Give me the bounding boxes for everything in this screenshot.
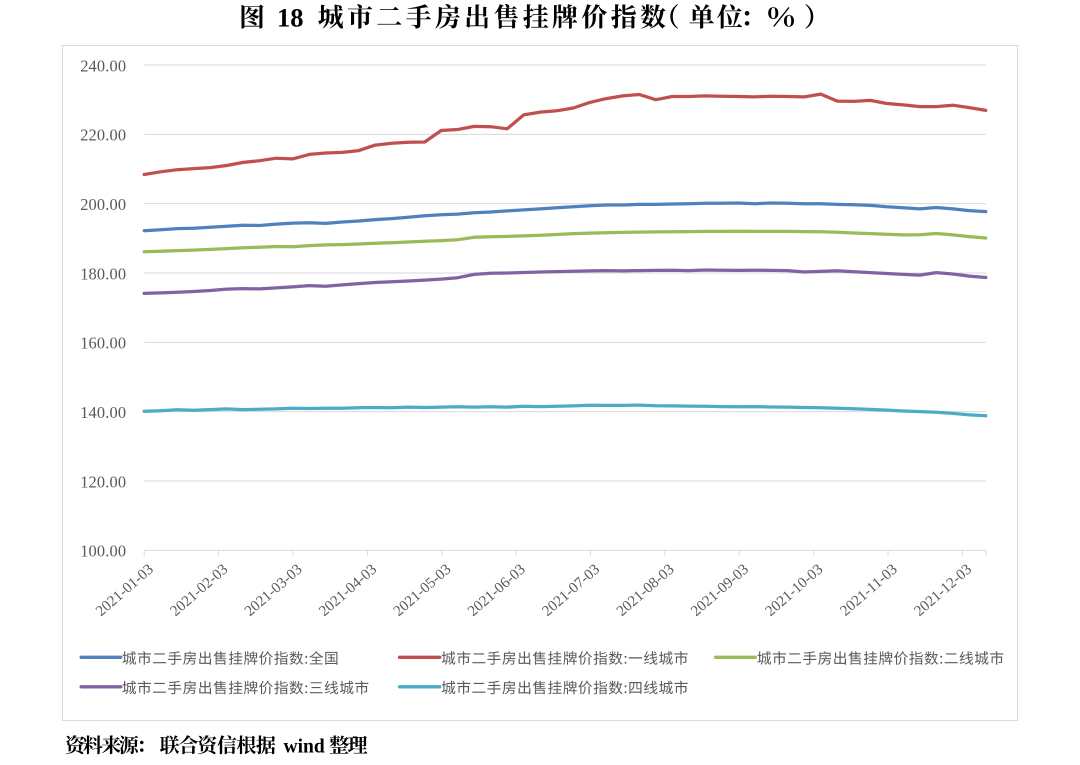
svg-text:100.00: 100.00	[80, 542, 126, 561]
svg-text:wind: wind	[284, 736, 325, 757]
svg-text:200.00: 200.00	[80, 195, 126, 214]
svg-text:120.00: 120.00	[80, 472, 126, 491]
svg-text:140.00: 140.00	[80, 403, 126, 422]
svg-text:160.00: 160.00	[80, 334, 126, 353]
svg-text:180.00: 180.00	[80, 264, 126, 283]
svg-text:18: 18	[277, 3, 304, 33]
svg-text:240.00: 240.00	[80, 56, 126, 75]
svg-text:220.00: 220.00	[80, 126, 126, 145]
